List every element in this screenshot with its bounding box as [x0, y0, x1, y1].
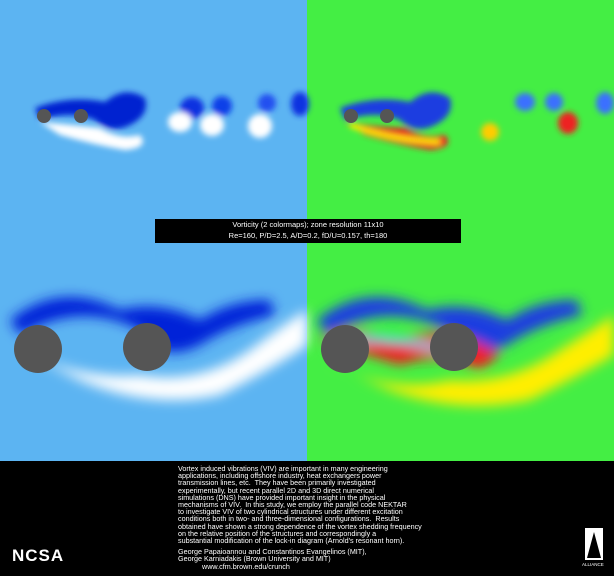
caption-title: Vorticity (2 colormaps); zone resolution… — [232, 220, 384, 229]
abstract-line: conditions both in two- and three-dimens… — [178, 514, 400, 524]
author-line: George Karniadakis (Brown University and… — [178, 554, 331, 564]
author-line: George Papaioannou and Constantinos Evan… — [178, 547, 367, 557]
abstract-line: mechanisms of VIV. In this study, we emp… — [178, 500, 407, 510]
abstract-line: obtained have shown a strong dependence … — [178, 521, 422, 531]
abstract-line: transmission lines, etc. They have been … — [178, 478, 376, 488]
caption: Vorticity (2 colormaps); zone resolution… — [155, 219, 461, 243]
ncsa-logo: NCSA — [12, 546, 65, 565]
abstract-line: applications, including offshore industr… — [178, 471, 382, 481]
caption-parameters: Re=160, P/D=2.5, A/D=0.2, fD/U=0.157, th… — [228, 231, 388, 240]
abstract-line: on the relative position of the structur… — [178, 528, 377, 538]
abstract-line: to investigate VIV of two cylindrical st… — [178, 507, 403, 517]
abstract-line: experimentally, but recent parallel 2D a… — [178, 485, 375, 495]
url: www.cfm.brown.edu/crunch — [202, 561, 290, 571]
abstract-line: Vortex induced vibrations (VIV) are impo… — [178, 464, 388, 473]
abstract-line: substantial modification of the lock-in … — [178, 536, 405, 546]
abstract-line: simulations (DNS) have provided importan… — [178, 492, 386, 502]
abstract: Vortex induced vibrations (VIV) are impo… — [178, 465, 422, 570]
alliance-logo: ALLIANCE — [582, 562, 604, 567]
